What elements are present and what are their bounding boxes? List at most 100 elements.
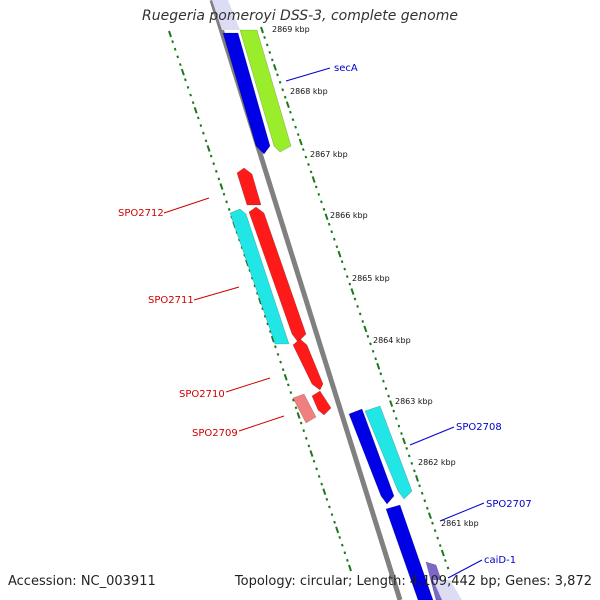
leader-spo2708 xyxy=(409,426,455,446)
scale-tick xyxy=(270,335,275,343)
gene-feature-spo2712[interactable] xyxy=(236,167,262,206)
scale-tick xyxy=(363,325,368,333)
scale-tick xyxy=(356,304,359,308)
scale-tick xyxy=(281,88,285,92)
scale-tick xyxy=(296,412,301,419)
scale-tick xyxy=(191,101,195,105)
scale-tick xyxy=(274,345,277,349)
scale-tick xyxy=(346,558,349,562)
scale-tick xyxy=(320,482,324,486)
gene-label-spo2710[interactable]: SPO2710 xyxy=(179,389,225,400)
gene-feature-secA-blue[interactable] xyxy=(222,32,271,155)
gene-feature-secA[interactable] xyxy=(239,29,292,153)
scale-tick xyxy=(227,208,231,211)
scale-tick xyxy=(317,192,321,196)
faded-feature-bottom xyxy=(433,580,462,600)
scale-tick xyxy=(299,421,303,425)
scale-tick xyxy=(285,101,290,109)
scale-tick xyxy=(301,148,305,152)
scale-tick xyxy=(361,320,365,323)
scale-tick xyxy=(283,95,287,99)
scale-tick xyxy=(338,535,342,539)
scale-tick xyxy=(328,505,331,509)
scale-tick xyxy=(248,268,252,272)
scale-tick xyxy=(376,362,381,370)
gene-label-spo2708[interactable]: SPO2708 xyxy=(456,422,502,433)
scale-tick xyxy=(278,80,282,84)
scale-tick xyxy=(309,170,313,174)
scale-tick xyxy=(330,230,334,234)
scale-tick xyxy=(266,322,270,326)
scale-tick xyxy=(193,106,198,114)
scale-tick xyxy=(423,499,427,503)
scale-tick xyxy=(307,444,311,448)
scale-tick xyxy=(382,379,385,383)
leader-spo2712 xyxy=(163,197,210,214)
scale-tick xyxy=(304,436,308,440)
leader-spo2709 xyxy=(238,415,285,432)
scale-tick xyxy=(315,467,318,471)
scale-tick xyxy=(184,78,187,82)
scale-tick xyxy=(335,245,339,249)
kbp-label: 2863 kbp xyxy=(395,397,433,406)
kbp-label: 2868 kbp xyxy=(290,87,328,96)
scale-tick xyxy=(206,145,211,152)
scale-tick xyxy=(272,63,277,71)
gene-label-caiD-1[interactable]: caiD-1 xyxy=(484,555,516,566)
scale-tick xyxy=(327,222,331,226)
scale-tick xyxy=(283,373,288,381)
scale-tick xyxy=(286,383,290,387)
scale-tick xyxy=(256,291,259,295)
gene-feature-spo2708[interactable] xyxy=(364,405,413,500)
gene-label-spo2709[interactable]: SPO2709 xyxy=(192,428,238,439)
scale-tick xyxy=(204,139,208,143)
scale-tick xyxy=(320,200,323,204)
gene-feature-spo2711[interactable] xyxy=(229,208,290,345)
gene-label-secA[interactable]: secA xyxy=(334,63,358,74)
gene-feature-spo2708-blue[interactable] xyxy=(348,408,395,505)
scale-tick xyxy=(392,409,396,413)
scale-tick xyxy=(317,475,321,478)
scale-tick xyxy=(358,312,362,316)
scale-tick xyxy=(202,131,205,135)
label-leader-lines xyxy=(163,67,485,579)
scale-tick xyxy=(294,125,297,129)
scale-tick xyxy=(219,183,224,190)
scale-tick xyxy=(253,284,257,288)
scale-tick xyxy=(402,437,407,445)
scale-tick xyxy=(180,68,185,76)
scale-tick xyxy=(405,446,409,450)
scale-tick xyxy=(350,288,355,295)
scale-tick xyxy=(281,368,285,372)
scale-tick xyxy=(335,526,340,534)
kbp-label: 2861 kbp xyxy=(441,519,479,528)
gene-label-spo2712[interactable]: SPO2712 xyxy=(118,208,164,219)
scale-tick xyxy=(279,360,282,364)
gene-feature-spo2711-red[interactable] xyxy=(248,206,307,343)
right-scale-ticks xyxy=(260,26,450,570)
leader-spo2711 xyxy=(193,286,240,301)
scale-tick xyxy=(168,30,172,38)
scale-tick xyxy=(212,162,216,166)
gene-label-spo2711[interactable]: SPO2711 xyxy=(148,295,194,306)
leader-spo2707 xyxy=(439,502,485,522)
leader-secA xyxy=(285,67,331,82)
scale-tick xyxy=(296,133,300,137)
scale-tick xyxy=(330,513,334,517)
gene-feature-spo2710b[interactable] xyxy=(311,390,332,416)
scale-tick xyxy=(258,297,262,305)
gene-feature-spo2710[interactable] xyxy=(292,338,324,391)
scale-tick xyxy=(260,26,264,34)
gene-feature-spo2709[interactable] xyxy=(292,393,317,424)
scale-tick xyxy=(340,260,344,264)
scale-tick xyxy=(415,474,419,482)
scale-tick xyxy=(311,176,316,183)
scale-tick xyxy=(366,334,370,338)
gene-feature-spo2707[interactable] xyxy=(385,504,434,600)
gene-label-spo2707[interactable]: SPO2707 xyxy=(486,499,532,510)
scale-tick xyxy=(312,459,316,463)
scale-tick xyxy=(294,406,298,410)
scale-tick xyxy=(353,297,357,301)
